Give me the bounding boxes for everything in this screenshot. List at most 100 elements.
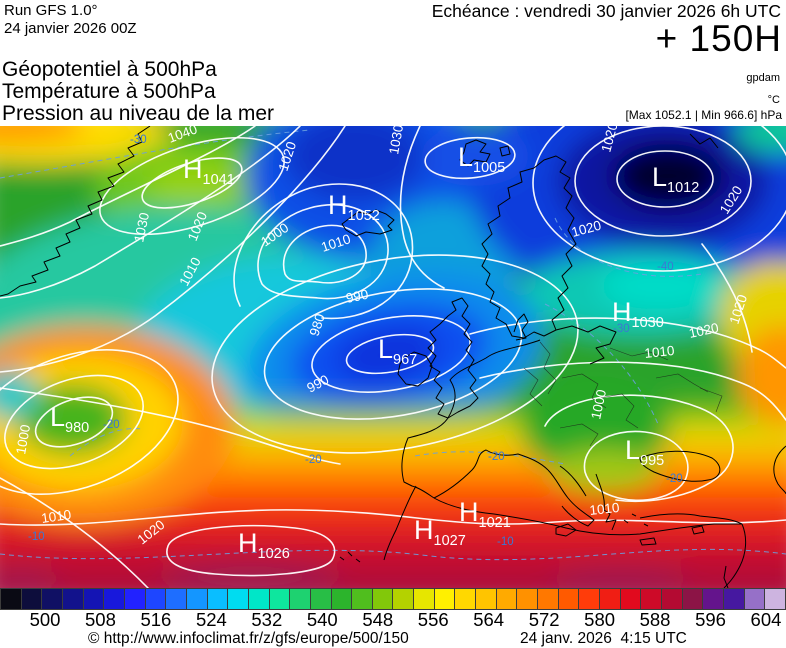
colorbar-cell: [103, 589, 124, 609]
pressure-minmax-label: [Max 1052.1 | Min 966.6] hPa: [625, 108, 782, 122]
colorbar-cell: [0, 589, 21, 609]
colorbar-tick-label: 596: [695, 609, 726, 630]
colorbar-cell: [82, 589, 104, 609]
colorbar-cell: [557, 589, 579, 609]
temperature-label: -20: [488, 451, 505, 463]
colorbar-cell: [165, 589, 186, 609]
pressure-system-high: H1052: [328, 190, 380, 224]
valid-time-label: Echéance : vendredi 30 janvier 2026 6h U…: [431, 1, 781, 21]
colorbar-cell: [330, 589, 352, 609]
colorbar-tick-label: 564: [473, 609, 505, 630]
pressure-system-high: H1026: [238, 528, 290, 562]
param-pressure-label: Pression au niveau de la mer: [2, 102, 274, 125]
colorbar-cell: [268, 589, 290, 609]
colorbar-cell: [433, 589, 455, 609]
isobar-label: 980: [307, 312, 328, 338]
generated-datetime-label: 24 janv. 2026 4:15 UTC: [520, 630, 687, 647]
colorbar-tick-label: 524: [195, 609, 227, 630]
temperature-label: -30: [613, 323, 630, 335]
weather-map: 1040 1030 1020 1010 1000 1010 990 980 990 1020 103…: [0, 126, 786, 588]
isobar-label: 1010: [644, 343, 675, 361]
colorbar-tick-label: 588: [639, 609, 671, 630]
colorbar-tick-label: 516: [140, 609, 172, 630]
colorbar-tick-label: 548: [362, 609, 394, 630]
temperature-label: -40: [657, 261, 674, 273]
colorbar-cell: [247, 589, 269, 609]
colorbar-cell: [681, 589, 703, 609]
colorbar-cell: [371, 589, 393, 609]
colorbar-cell: [619, 589, 641, 609]
colorbar-cell: [454, 589, 476, 609]
temperature-label: -10: [497, 536, 514, 548]
isobar-label: 990: [345, 287, 370, 306]
isobar-label: 1000: [13, 423, 33, 455]
colorbar-cell: [475, 589, 496, 609]
pressure-system-high: H1021: [459, 497, 511, 531]
colorbar-cell: [516, 589, 538, 609]
pressure-system-low: L967: [378, 334, 417, 368]
colorbar-cell: [578, 589, 600, 609]
pressure-system-low: L1005: [458, 142, 505, 176]
colorbar-cell: [206, 589, 228, 609]
isobar-label: 1020: [688, 320, 721, 341]
geopotential-field: [0, 126, 786, 588]
pressure-system-low: L1012: [652, 162, 699, 196]
run-model-label: Run GFS 1.0°: [4, 2, 98, 19]
isobar-label: 1010: [589, 500, 620, 518]
coastlines: [0, 126, 786, 588]
colorbar-cell: [185, 589, 207, 609]
param-temperature-label: Température à 500hPa: [2, 80, 216, 103]
isobar-label: 1030: [131, 211, 152, 244]
colorbar: [0, 588, 786, 610]
colorbar-tick-label: 580: [584, 609, 616, 630]
isobar-contours: [0, 126, 786, 588]
unit-geopotential-label: gpdam: [746, 72, 780, 84]
colorbar-cell: [661, 589, 682, 609]
colorbar-cell: [61, 589, 83, 609]
temperature-contours: [0, 129, 786, 561]
temperature-label: -30: [130, 134, 147, 146]
temperature-label: -20: [666, 473, 683, 485]
pressure-system-low: L980: [50, 402, 89, 436]
colorbar-tick-label: 500: [29, 609, 61, 630]
colorbar-cell: [413, 589, 434, 609]
colorbar-cell: [537, 589, 558, 609]
colorbar-cell: [392, 589, 414, 609]
pressure-system-high: H1041: [183, 154, 235, 188]
temperature-label: -20: [103, 419, 120, 431]
pressure-system-high: H1027: [414, 515, 466, 549]
colorbar-ticks: 500 508 516 524 532 540 548 556 564 572 580 588 596 6…: [0, 609, 786, 631]
colorbar-cell: [764, 589, 785, 609]
run-date-label: 24 janvier 2026 00Z: [4, 20, 137, 37]
colorbar-tick-label: 532: [251, 609, 283, 630]
colorbar-cell: [227, 589, 248, 609]
isobar-label: 1030: [386, 126, 406, 156]
colorbar-cell: [743, 589, 765, 609]
unit-temperature-label: °C: [767, 94, 780, 106]
source-url-label: © http://www.infoclimat.fr/z/gfs/europe/…: [88, 630, 409, 647]
colorbar-tick-label: 508: [85, 609, 116, 630]
param-geopotential-label: Géopotentiel à 500hPa: [2, 58, 217, 81]
colorbar-cell: [41, 589, 62, 609]
colorbar-cell: [599, 589, 620, 609]
colorbar-cell: [495, 589, 517, 609]
isobar-label: 1010: [40, 507, 72, 526]
colorbar-cell: [309, 589, 331, 609]
colorbar-cell: [640, 589, 661, 609]
colorbar-cell: [144, 589, 166, 609]
colorbar-cell: [289, 589, 310, 609]
colorbar-cell: [123, 589, 145, 609]
temperature-label: -20: [305, 454, 322, 466]
temperature-label: -10: [28, 531, 45, 543]
colorbar-cell: [702, 589, 723, 609]
colorbar-cell: [20, 589, 42, 609]
colorbar-tick-label: 604: [750, 609, 782, 630]
colorbar-tick-label: 556: [417, 609, 449, 630]
colorbar-tick-label: 572: [528, 609, 560, 630]
isobar-label: 1000: [588, 388, 609, 421]
forecast-hour-label: + 150H: [655, 18, 782, 59]
pressure-system-high: H1030: [612, 297, 664, 331]
